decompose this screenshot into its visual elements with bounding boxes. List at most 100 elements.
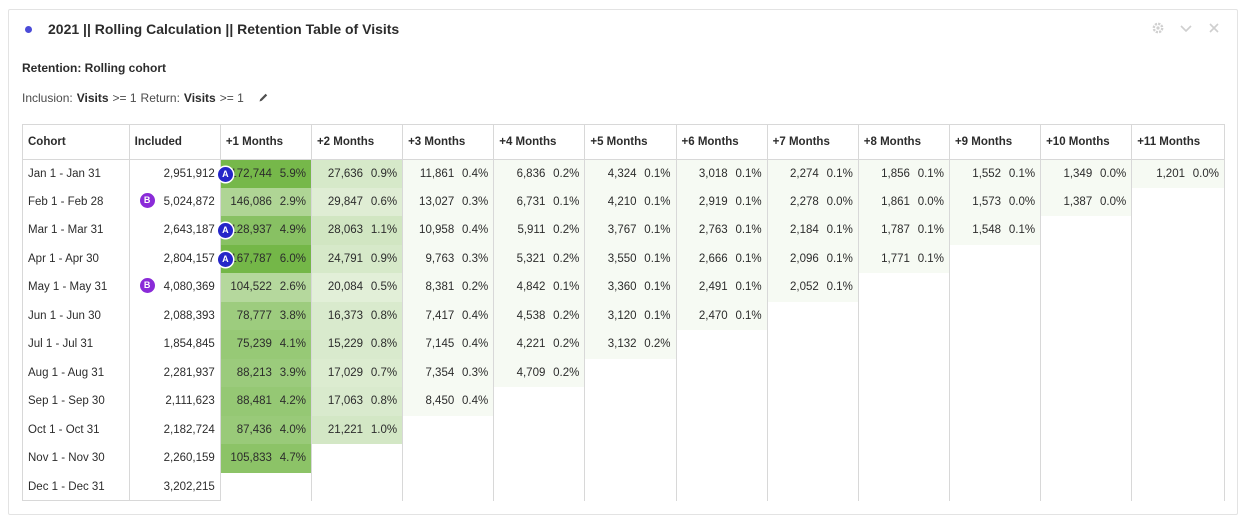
retention-count: 2,491	[698, 281, 728, 294]
column-header[interactable]: +2 Months	[311, 125, 404, 160]
retention-percent: 0.0%	[1100, 195, 1127, 208]
retention-count: 7,417	[425, 309, 455, 322]
empty-cell	[1131, 358, 1224, 387]
column-header[interactable]: +5 Months	[584, 125, 677, 160]
retention-percent: 4.7%	[279, 452, 306, 465]
cohort-cell: Feb 1 - Feb 28	[23, 187, 130, 216]
included-cell: B 4,080,369	[129, 273, 221, 302]
included-value: 2,804,157	[163, 252, 215, 265]
retention-cell: 104,522 2.6%	[220, 273, 312, 302]
included-cell: 1,854,845	[129, 330, 221, 359]
retention-cell: 16,373 0.8%	[311, 301, 404, 330]
retention-percent: 0.6%	[370, 195, 398, 208]
empty-cell	[676, 444, 768, 473]
retention-cell: A 128,937 4.9%	[217, 216, 312, 245]
retention-cell: 2,919 0.1%	[676, 187, 768, 216]
retention-cell: 3,767 0.1%	[584, 216, 677, 245]
empty-cell	[767, 330, 859, 359]
empty-cell	[311, 472, 404, 501]
column-header[interactable]: +3 Months	[402, 125, 495, 160]
retention-table-container: Cohort Included +1 Months +2 Months +3 Month…	[22, 124, 1225, 501]
cohort-cell: Nov 1 - Nov 30	[23, 444, 130, 473]
retention-cell: 28,063 1.1%	[311, 216, 404, 245]
annotation-badge-icon[interactable]: A	[217, 166, 233, 182]
pencil-icon[interactable]	[258, 92, 270, 104]
retention-percent: 0.1%	[1008, 167, 1036, 180]
included-value: 2,643,187	[163, 224, 215, 237]
column-header[interactable]: +4 Months	[493, 125, 586, 160]
retention-percent: 0.0%	[1008, 195, 1036, 208]
empty-cell	[949, 244, 1042, 273]
retention-cell: 1,573 0.0%	[949, 187, 1042, 216]
retention-percent: 0.0%	[1100, 167, 1127, 180]
retention-cell: 17,063 0.8%	[311, 387, 404, 416]
column-header[interactable]: Cohort	[23, 125, 130, 160]
annotation-badge-icon[interactable]: B	[139, 278, 155, 293]
retention-count: 2,470	[698, 309, 728, 322]
empty-cell	[1131, 472, 1224, 501]
retention-count: 5,911	[517, 224, 546, 237]
included-cell: 2,182,724	[129, 415, 221, 444]
empty-cell	[1131, 273, 1224, 302]
close-icon[interactable]	[1207, 21, 1221, 37]
retention-percent: 0.2%	[553, 366, 580, 379]
gear-icon[interactable]	[1151, 21, 1165, 37]
table-row: Jun 1 - Jun 30 2,088,393 78,777 3.8% 16,373 0…	[23, 301, 1224, 330]
retention-percent: 0.1%	[735, 309, 762, 322]
retention-count: 6,836	[516, 167, 546, 180]
retention-cell: 7,145 0.4%	[402, 330, 495, 359]
table-body: Jan 1 - Jan 31 2,951,912 A 172,744 5.9% 27,63…	[23, 159, 1224, 501]
retention-percent: 0.1%	[917, 252, 944, 265]
retention-percent: 0.1%	[644, 309, 671, 322]
retention-count: 2,763	[698, 224, 728, 237]
retention-cell: 2,052 0.1%	[767, 273, 859, 302]
retention-cell: 1,771 0.1%	[858, 244, 950, 273]
retention-count: 2,666	[698, 252, 728, 265]
retention-cell: 1,861 0.0%	[858, 187, 950, 216]
retention-count: 1,548	[972, 224, 1002, 237]
annotation-badge-icon[interactable]: A	[217, 223, 233, 238]
empty-cell	[767, 387, 859, 416]
retention-count: 10,958	[419, 224, 455, 237]
column-header[interactable]: +9 Months	[949, 125, 1042, 160]
retention-cell: 3,120 0.1%	[584, 301, 677, 330]
chevron-down-icon[interactable]	[1179, 21, 1193, 37]
included-value: 3,202,215	[163, 480, 215, 493]
retention-cell: 2,763 0.1%	[676, 216, 768, 245]
column-header[interactable]: +8 Months	[858, 125, 950, 160]
column-header[interactable]: +11 Months	[1131, 125, 1224, 160]
retention-count: 16,373	[327, 309, 364, 322]
column-header[interactable]: +7 Months	[767, 125, 859, 160]
cohort-cell: Dec 1 - Dec 31	[23, 472, 130, 501]
retention-cell: 3,018 0.1%	[676, 159, 768, 188]
retention-percent: 3.8%	[279, 309, 306, 322]
column-header[interactable]: +10 Months	[1040, 125, 1133, 160]
retention-percent: 0.1%	[644, 167, 671, 180]
retention-count: 3,018	[698, 167, 728, 180]
retention-count: 3,360	[607, 281, 637, 294]
retention-count: 17,029	[327, 366, 364, 379]
retention-percent: 0.4%	[462, 224, 489, 237]
empty-cell	[1040, 387, 1133, 416]
included-cell: 2,804,157	[129, 244, 221, 273]
annotation-badge-icon[interactable]: B	[139, 192, 155, 208]
retention-percent: 0.2%	[553, 338, 580, 351]
retention-cell: 1,552 0.1%	[949, 159, 1042, 188]
retention-percent: 0.1%	[735, 281, 762, 294]
cohort-cell: Jan 1 - Jan 31	[23, 159, 130, 188]
column-header[interactable]: Included	[129, 125, 221, 160]
table-row: Aug 1 - Aug 31 2,281,937 88,213 3.9% 17,029 0…	[23, 358, 1224, 387]
retention-cell: 8,450 0.4%	[402, 387, 495, 416]
retention-count: 172,744	[230, 167, 272, 180]
retention-percent: 0.8%	[370, 309, 398, 322]
empty-cell	[676, 472, 768, 501]
empty-cell	[584, 444, 677, 473]
included-value: 2,260,159	[163, 452, 215, 465]
empty-cell	[1040, 273, 1133, 302]
column-header[interactable]: +1 Months	[220, 125, 312, 160]
empty-cell	[1040, 330, 1133, 359]
column-header[interactable]: +6 Months	[676, 125, 768, 160]
annotation-badge-icon[interactable]: A	[217, 251, 233, 267]
retention-cell: 3,550 0.1%	[584, 244, 677, 273]
empty-cell	[949, 387, 1042, 416]
